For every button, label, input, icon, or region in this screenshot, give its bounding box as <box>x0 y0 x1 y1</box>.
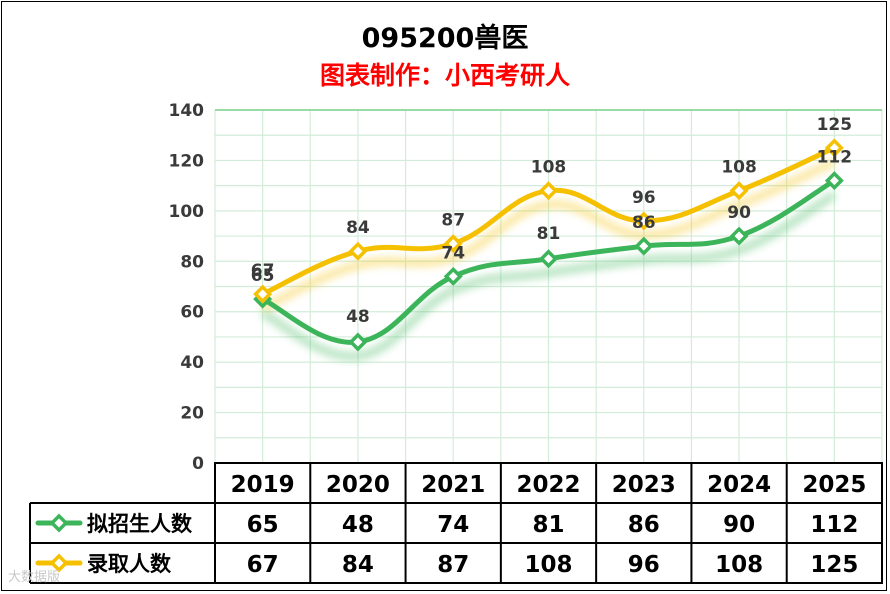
data-label: 81 <box>537 224 561 244</box>
data-point-marker <box>729 226 749 246</box>
data-point-marker <box>634 236 654 256</box>
x-tick-label: 2021 <box>421 472 485 498</box>
data-label: 84 <box>346 218 370 238</box>
table-cell-value: 108 <box>715 552 763 578</box>
data-point-marker <box>539 181 558 201</box>
data-point-marker <box>443 234 463 254</box>
data-point-marker <box>539 249 558 269</box>
data-label: 86 <box>632 213 656 233</box>
data-label: 65 <box>251 266 275 286</box>
data-point-marker <box>253 284 273 304</box>
data-labels: 65 48 74 81 86 90 112 67 84 87 108 96 108 125 <box>251 115 852 327</box>
data-label: 48 <box>346 307 370 327</box>
legend-marker-2 <box>49 553 69 573</box>
data-point-marker <box>824 138 844 158</box>
y-tick-label: 20 <box>180 404 204 424</box>
table-cell-value: 84 <box>342 552 374 578</box>
y-tick-label: 140 <box>169 101 205 121</box>
table-cell-value: 112 <box>810 512 858 538</box>
y-tick-label: 100 <box>169 202 205 222</box>
table-cell-value: 86 <box>628 512 660 538</box>
data-point-marker <box>348 241 368 261</box>
legend-label-2: 录取人数 <box>87 552 172 576</box>
series-shadow-1 <box>260 190 837 361</box>
table-cell-value: 65 <box>247 512 279 538</box>
x-tick-label: 2024 <box>707 472 771 498</box>
data-table: 2019 2020 2021 2022 2023 2024 2025 拟招生人数 65 48 74 8… <box>29 462 883 584</box>
data-label: 74 <box>441 243 465 263</box>
table-cell-value: 108 <box>524 552 572 578</box>
legend-label-1: 拟招生人数 <box>87 512 193 536</box>
y-tick-label: 120 <box>169 151 205 171</box>
table-cell-value: 125 <box>810 552 858 578</box>
data-label: 108 <box>721 158 757 178</box>
chart-title: 095200兽医 <box>361 23 529 54</box>
data-point-marker <box>824 171 844 191</box>
y-tick-label: 40 <box>180 353 204 373</box>
watermark-text: 大数据版 <box>8 570 61 585</box>
legend-marker-1 <box>49 513 69 533</box>
x-tick-label: 2025 <box>802 472 866 498</box>
table-cell-value: 87 <box>437 552 469 578</box>
x-tick-label: 2019 <box>231 472 295 498</box>
series-shadow-2 <box>260 157 837 313</box>
chart-subtitle: 图表制作：小西考研人 <box>319 61 570 90</box>
table-cell-value: 48 <box>342 512 374 538</box>
table-cell-value: 74 <box>437 512 469 538</box>
data-label: 125 <box>817 115 853 135</box>
data-label: 67 <box>251 261 275 281</box>
x-tick-label: 2020 <box>326 472 390 498</box>
y-tick-label: 80 <box>180 252 204 272</box>
data-label: 90 <box>727 203 751 223</box>
data-point-marker <box>348 332 368 352</box>
table-cell-value: 67 <box>247 552 279 578</box>
y-tick-label: 60 <box>180 303 204 323</box>
table-cell-value: 90 <box>723 512 755 538</box>
data-label: 108 <box>531 158 567 178</box>
x-tick-label: 2023 <box>612 472 676 498</box>
line-shadows <box>260 157 837 361</box>
data-point-marker <box>443 266 463 286</box>
y-tick-label: 0 <box>192 454 204 474</box>
y-axis: 0 20 40 60 80 100 120 140 <box>169 101 205 474</box>
data-point-marker <box>634 211 654 231</box>
data-label: 87 <box>441 211 465 231</box>
data-label: 96 <box>632 188 656 208</box>
table-cell-value: 96 <box>628 552 660 578</box>
series-markers <box>253 138 844 352</box>
data-point-marker <box>729 181 749 201</box>
x-tick-label: 2022 <box>516 472 580 498</box>
table-cell-value: 81 <box>532 512 564 538</box>
data-label: 112 <box>817 148 853 168</box>
